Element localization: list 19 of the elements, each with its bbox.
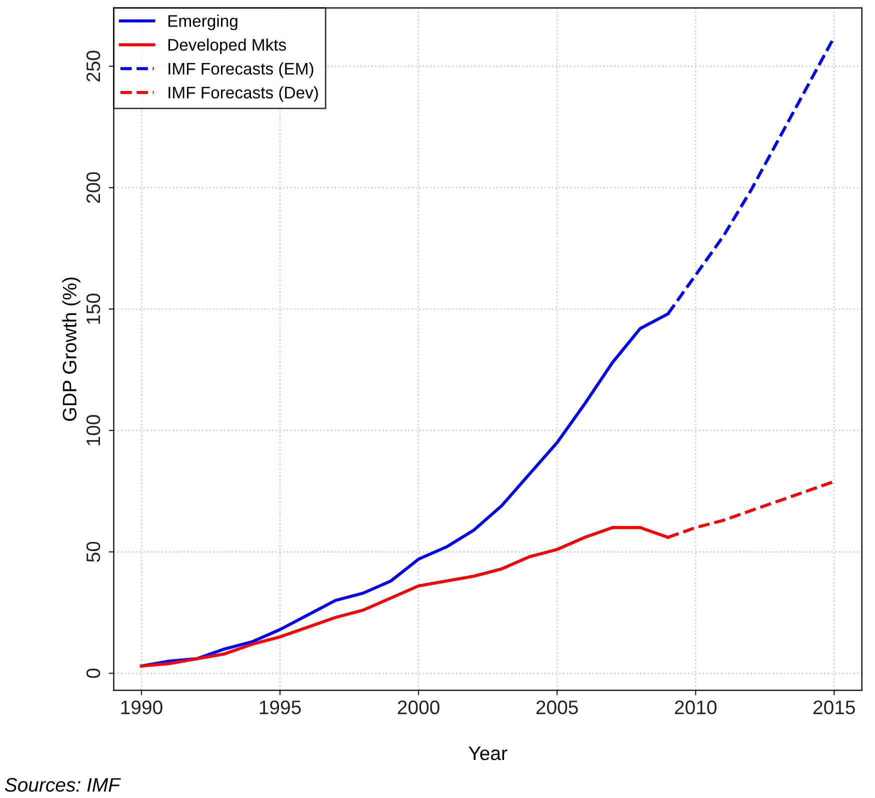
legend-label: IMF Forecasts (EM) (168, 62, 314, 78)
x-tick-label: 2000 (398, 700, 440, 714)
x-tick-label: 2015 (814, 700, 855, 714)
x-tick-label: 1995 (260, 700, 301, 714)
y-tick-label: 150 (86, 294, 100, 324)
x-tick-label: 2005 (536, 700, 578, 714)
legend-label: Emerging (168, 14, 238, 30)
y-tick-label: 250 (86, 50, 100, 82)
y-axis-title: GDP Growth (%) (62, 278, 80, 421)
x-axis-title: Year (468, 746, 508, 760)
y-tick-label: 50 (86, 542, 100, 562)
x-tick-label: 2010 (674, 700, 716, 714)
y-tick-label: 0 (86, 668, 100, 678)
x-tick-label: 1990 (121, 700, 162, 714)
legend-label: Developed Mkts (168, 38, 286, 54)
y-tick-label: 100 (86, 415, 100, 446)
legend-label: IMF Forecasts (Dev) (168, 86, 318, 102)
y-tick-label: 200 (86, 172, 100, 203)
source-note: Sources: IMF (4, 778, 121, 792)
